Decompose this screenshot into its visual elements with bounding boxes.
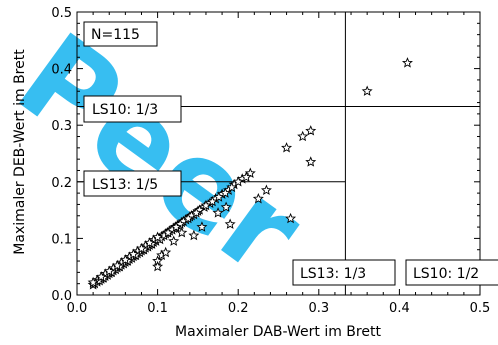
data-point-star — [297, 130, 309, 142]
y-tick-label: 0.3 — [51, 119, 72, 134]
x-axis-label: Maximaler DAB-Wert im Brett — [175, 324, 381, 340]
data-point-star — [168, 235, 180, 246]
data-point-star — [226, 181, 238, 193]
x-tick-label: 0.4 — [389, 301, 410, 316]
x-tick-label: 0.3 — [308, 301, 329, 316]
ls10-x-label: LS10: 1/2 — [413, 266, 479, 282]
data-point-star — [119, 254, 131, 265]
x-tick-label: 0.1 — [147, 301, 168, 316]
data-point-star — [232, 176, 244, 187]
n-label-box: N=115 — [83, 21, 158, 47]
data-point-star — [182, 212, 194, 224]
x-tick-label: 0.5 — [470, 301, 491, 316]
data-point-star — [196, 221, 208, 232]
data-point-star — [144, 237, 156, 248]
data-point-star — [224, 218, 236, 229]
data-point-star — [252, 193, 264, 204]
data-point-star — [188, 229, 200, 241]
data-point-star — [87, 276, 99, 288]
y-tick-label: 0.0 — [51, 289, 72, 304]
ls10-x-box: LS10: 1/2 — [405, 259, 498, 286]
data-point-star — [162, 226, 174, 238]
data-point-star — [135, 242, 147, 254]
ls13-y-box: LS13: 1/5 — [83, 170, 182, 197]
n-label: N=115 — [91, 27, 140, 43]
data-point-star — [285, 212, 297, 224]
data-point-star — [152, 231, 164, 242]
data-point-star — [206, 195, 218, 207]
y-tick-label: 0.5 — [51, 6, 72, 21]
data-point-star — [401, 57, 413, 68]
x-tick-label: 0.0 — [67, 301, 88, 316]
data-points — [87, 57, 413, 290]
y-tick-label: 0.4 — [51, 63, 72, 78]
data-point-star — [220, 201, 232, 212]
data-point-star — [281, 142, 293, 153]
ls13-y-label: LS13: 1/5 — [92, 177, 158, 193]
data-point-star — [103, 265, 115, 276]
data-point-star — [127, 248, 139, 259]
data-point-star — [361, 85, 373, 96]
y-axis-label: Maximaler DEB-Wert im Brett — [12, 49, 28, 255]
axis-ticks: 0.0 0.1 0.2 0.3 0.4 0.5 0.0 0.1 0.2 0.3 0.4 0.5 — [51, 6, 490, 316]
data-point-star — [170, 221, 182, 232]
ls10-y-box: LS10: 1/3 — [83, 95, 182, 123]
ls13-x-label: LS13: 1/3 — [300, 266, 366, 282]
data-point-star — [95, 271, 107, 282]
data-point-star — [305, 156, 317, 167]
data-point-star — [111, 259, 123, 271]
data-point-star — [152, 260, 164, 272]
data-point-star — [200, 199, 212, 211]
data-point-star — [305, 125, 317, 136]
data-point-star — [219, 187, 231, 198]
ls13-x-box: LS13: 1/3 — [292, 259, 396, 286]
data-point-star — [212, 207, 224, 218]
data-point-star — [160, 246, 172, 258]
ls10-y-label: LS10: 1/3 — [92, 102, 158, 118]
x-tick-label: 0.2 — [228, 301, 249, 316]
y-tick-label: 0.2 — [51, 176, 72, 191]
data-point-star — [213, 191, 225, 202]
data-point-star — [260, 184, 272, 195]
data-point-star — [240, 171, 252, 182]
data-point-star — [190, 207, 202, 218]
y-tick-label: 0.1 — [51, 232, 72, 247]
plot-frame — [76, 11, 481, 296]
